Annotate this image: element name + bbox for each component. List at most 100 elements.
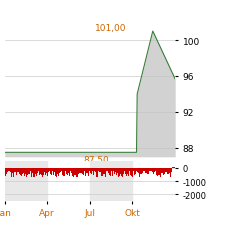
- Bar: [163, 168, 164, 176]
- Bar: [30, 168, 31, 171]
- Bar: [28, 168, 29, 174]
- Bar: [99, 168, 100, 173]
- Bar: [114, 168, 115, 175]
- Bar: [35, 168, 36, 174]
- Bar: [167, 168, 168, 174]
- Bar: [17, 168, 18, 173]
- Bar: [125, 168, 126, 174]
- Bar: [61, 168, 62, 171]
- Bar: [32, 168, 33, 173]
- Bar: [135, 168, 136, 174]
- Bar: [22, 168, 23, 175]
- Bar: [107, 168, 108, 171]
- Bar: [123, 168, 124, 174]
- Bar: [105, 168, 106, 177]
- Bar: [44, 168, 45, 171]
- Bar: [126, 168, 127, 176]
- Bar: [97, 168, 98, 177]
- Bar: [43, 168, 44, 175]
- Bar: [52, 168, 53, 171]
- Bar: [161, 168, 162, 173]
- Bar: [7, 168, 8, 172]
- Bar: [54, 168, 55, 172]
- Bar: [27, 168, 28, 175]
- Text: 87,50: 87,50: [84, 155, 109, 164]
- Bar: [90, 162, 132, 201]
- Bar: [5, 168, 6, 176]
- Bar: [93, 168, 94, 175]
- Bar: [49, 168, 50, 171]
- Bar: [74, 168, 75, 175]
- Bar: [26, 168, 27, 177]
- Bar: [148, 168, 149, 174]
- Bar: [11, 168, 12, 177]
- Bar: [18, 168, 19, 173]
- Bar: [40, 168, 41, 171]
- Bar: [33, 168, 34, 177]
- Bar: [5, 162, 47, 201]
- Bar: [132, 168, 133, 177]
- Bar: [84, 168, 85, 174]
- Bar: [85, 168, 86, 176]
- Bar: [75, 168, 76, 175]
- Bar: [166, 168, 167, 172]
- Bar: [81, 168, 82, 173]
- Bar: [92, 168, 93, 172]
- Bar: [89, 168, 90, 171]
- Bar: [169, 168, 170, 173]
- Bar: [38, 168, 39, 171]
- Bar: [73, 168, 74, 177]
- Bar: [65, 168, 66, 171]
- Bar: [120, 168, 121, 172]
- Bar: [59, 168, 60, 171]
- Bar: [6, 168, 7, 174]
- Bar: [159, 168, 160, 175]
- Bar: [45, 168, 46, 175]
- Bar: [100, 168, 101, 172]
- Bar: [141, 168, 142, 174]
- Bar: [143, 168, 144, 171]
- Bar: [133, 168, 134, 172]
- Bar: [130, 168, 131, 175]
- Bar: [72, 168, 73, 177]
- Bar: [15, 168, 16, 172]
- Bar: [134, 168, 135, 175]
- Bar: [29, 168, 30, 174]
- Bar: [151, 168, 152, 172]
- Bar: [128, 168, 129, 176]
- Bar: [16, 168, 17, 176]
- Bar: [78, 168, 79, 174]
- Bar: [82, 168, 83, 174]
- Bar: [76, 168, 77, 177]
- Text: 101,00: 101,00: [95, 24, 126, 33]
- Bar: [88, 168, 89, 176]
- Bar: [96, 168, 97, 177]
- Bar: [172, 167, 173, 168]
- Bar: [110, 168, 111, 176]
- Bar: [56, 168, 57, 177]
- Bar: [64, 168, 65, 176]
- Bar: [164, 168, 165, 174]
- Bar: [58, 168, 59, 176]
- Bar: [31, 168, 32, 177]
- Bar: [165, 168, 166, 172]
- Bar: [42, 168, 43, 177]
- Bar: [160, 168, 161, 177]
- Bar: [36, 168, 37, 177]
- Bar: [9, 168, 10, 171]
- Bar: [118, 168, 119, 177]
- Bar: [77, 168, 78, 177]
- Bar: [98, 168, 99, 172]
- Bar: [156, 168, 157, 175]
- Bar: [150, 168, 151, 171]
- Bar: [71, 168, 72, 173]
- Bar: [116, 168, 117, 176]
- Bar: [91, 168, 92, 175]
- Bar: [168, 168, 169, 174]
- Bar: [147, 168, 148, 174]
- Bar: [137, 168, 138, 172]
- Bar: [140, 168, 141, 174]
- Bar: [117, 168, 118, 173]
- Bar: [50, 168, 51, 174]
- Bar: [154, 168, 155, 171]
